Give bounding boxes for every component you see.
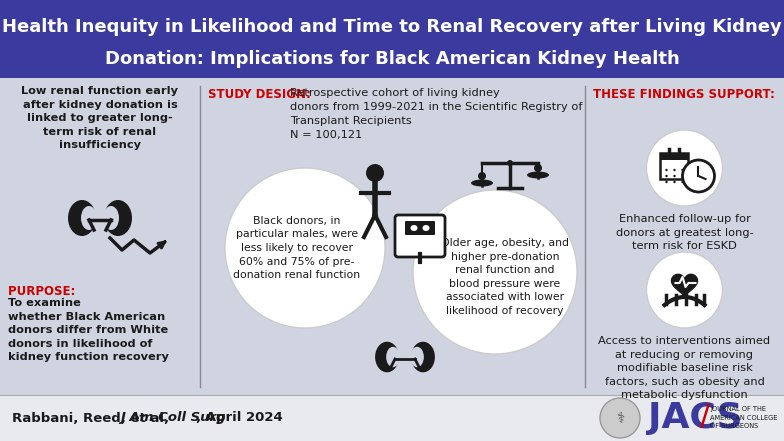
Circle shape — [673, 169, 676, 171]
FancyBboxPatch shape — [0, 0, 784, 78]
Polygon shape — [672, 274, 698, 298]
Circle shape — [666, 175, 668, 177]
Text: Rabbani, Reed, et al,: Rabbani, Reed, et al, — [12, 411, 174, 425]
Text: J Am Coll Surg: J Am Coll Surg — [120, 411, 226, 425]
Ellipse shape — [411, 225, 418, 231]
Ellipse shape — [103, 206, 119, 230]
Ellipse shape — [387, 347, 400, 367]
Circle shape — [673, 175, 676, 177]
Circle shape — [600, 398, 640, 438]
Ellipse shape — [471, 179, 493, 187]
Text: To examine
whether Black American
donors differ from White
donors in likelihood : To examine whether Black American donors… — [8, 298, 169, 363]
Circle shape — [683, 160, 714, 192]
Circle shape — [666, 181, 668, 183]
Ellipse shape — [410, 347, 424, 367]
Text: ⚕: ⚕ — [616, 411, 624, 426]
Circle shape — [647, 130, 723, 206]
Circle shape — [681, 169, 684, 171]
Circle shape — [225, 168, 385, 328]
Text: JACS: JACS — [648, 401, 742, 435]
Ellipse shape — [423, 225, 430, 231]
Text: Donation: Implications for Black American Kidney Health: Donation: Implications for Black America… — [104, 49, 680, 67]
FancyBboxPatch shape — [660, 153, 688, 160]
Text: Black donors, in
particular males, were
less likely to recover
60% and 75% of pr: Black donors, in particular males, were … — [234, 216, 361, 280]
Text: JOURNAL OF THE
AMERICAN COLLEGE
OF SURGEONS: JOURNAL OF THE AMERICAN COLLEGE OF SURGE… — [710, 407, 778, 430]
Text: Retrospective cohort of living kidney
donors from 1999-2021 in the Scientific Re: Retrospective cohort of living kidney do… — [290, 88, 583, 140]
Text: Older age, obesity, and
higher pre-donation
renal function and
blood pressure we: Older age, obesity, and higher pre-donat… — [441, 238, 569, 316]
Text: THESE FINDINGS SUPPORT:: THESE FINDINGS SUPPORT: — [593, 88, 775, 101]
Ellipse shape — [104, 200, 132, 236]
FancyBboxPatch shape — [405, 221, 435, 235]
Circle shape — [507, 160, 513, 166]
Ellipse shape — [375, 342, 399, 372]
Text: STUDY DESIGN:: STUDY DESIGN: — [208, 88, 315, 101]
Circle shape — [478, 172, 486, 180]
Circle shape — [366, 164, 384, 182]
Ellipse shape — [411, 342, 435, 372]
Text: Enhanced follow-up for
donors at greatest long-
term risk for ESKD: Enhanced follow-up for donors at greates… — [615, 214, 753, 251]
FancyBboxPatch shape — [0, 78, 784, 395]
Circle shape — [673, 181, 676, 183]
Ellipse shape — [68, 200, 96, 236]
Text: Access to interventions aimed
at reducing or removing
modifiable baseline risk
f: Access to interventions aimed at reducin… — [598, 336, 771, 400]
Circle shape — [681, 175, 684, 177]
Text: PURPOSE:: PURPOSE: — [8, 285, 79, 298]
FancyBboxPatch shape — [395, 215, 445, 257]
Text: /: / — [700, 401, 710, 430]
Circle shape — [647, 252, 723, 328]
Text: Low renal function early
after kidney donation is
linked to greater long-
term r: Low renal function early after kidney do… — [21, 86, 179, 150]
Ellipse shape — [527, 172, 549, 179]
Ellipse shape — [81, 206, 97, 230]
Text: , April 2024: , April 2024 — [196, 411, 283, 425]
Circle shape — [413, 190, 577, 354]
Circle shape — [681, 181, 684, 183]
FancyBboxPatch shape — [0, 395, 784, 441]
FancyBboxPatch shape — [660, 153, 688, 179]
Text: Health Inequity in Likelihood and Time to Renal Recovery after Living Kidney: Health Inequity in Likelihood and Time t… — [2, 18, 782, 36]
Circle shape — [534, 164, 542, 172]
Circle shape — [666, 169, 668, 171]
